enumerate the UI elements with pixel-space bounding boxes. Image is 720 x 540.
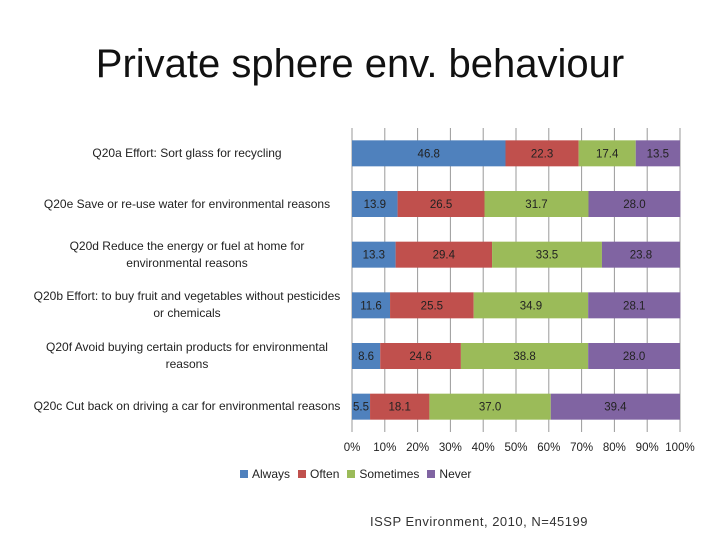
- bar-segment-never: [588, 343, 680, 369]
- data-label: 25.5: [421, 300, 443, 312]
- data-label: 37.0: [479, 402, 501, 414]
- bar-segment-always: [352, 140, 506, 167]
- category-label: Q20a Effort: Sort glass for recycling: [92, 145, 282, 160]
- bar-segment-often: [390, 292, 474, 319]
- x-tick-label: 0%: [344, 442, 361, 454]
- bar-segment-always: [352, 241, 396, 268]
- category-label: Q20b Effort: to buy fruit and vegetables…: [33, 289, 341, 321]
- category-label: Q20c Cut back on driving a car for envir…: [33, 399, 341, 414]
- data-label: 29.4: [433, 250, 456, 262]
- bar-segment-never: [601, 241, 680, 268]
- data-label: 28.0: [623, 351, 645, 363]
- x-tick-label: 10%: [373, 442, 396, 454]
- category-label: Q20d Reduce the energy or fuel at home f…: [69, 238, 305, 270]
- x-tick-label: 40%: [472, 442, 495, 454]
- legend-swatch: [298, 470, 307, 478]
- data-label: 33.5: [536, 250, 558, 262]
- x-tick-label: 80%: [603, 442, 626, 454]
- bar-segment-never: [588, 191, 681, 217]
- data-label: 26.5: [430, 199, 452, 211]
- bar-segment-often: [505, 140, 579, 167]
- bar-segment-often: [380, 343, 461, 369]
- data-label: 17.4: [596, 148, 619, 160]
- bar-segment-sometimes: [429, 393, 551, 420]
- legend-label: Often: [310, 467, 340, 481]
- x-tick-label: 60%: [537, 442, 560, 454]
- data-label: 22.3: [531, 148, 553, 160]
- data-label: 31.7: [525, 199, 547, 211]
- x-tick-label: 30%: [439, 442, 462, 454]
- bar-segment-sometimes: [460, 343, 589, 369]
- legend-swatch: [240, 470, 248, 478]
- x-tick-label: 20%: [406, 442, 429, 454]
- x-tick-label: 100%: [665, 442, 694, 454]
- legend-item: Always: [240, 466, 290, 482]
- data-label: 8.6: [358, 351, 374, 363]
- legend-swatch: [347, 470, 356, 478]
- source-note: ISSP Environment, 2010, N=45199: [370, 514, 588, 529]
- bar-segment-sometimes: [578, 140, 636, 167]
- x-tick-label: 70%: [570, 442, 593, 454]
- data-label: 28.0: [623, 199, 645, 211]
- data-label: 24.6: [409, 351, 431, 363]
- bar-segment-never: [588, 292, 681, 319]
- data-label: 13.3: [363, 250, 385, 262]
- data-label: 23.8: [630, 250, 652, 262]
- data-label: 5.5: [353, 402, 369, 414]
- legend-item: Sometimes: [347, 466, 419, 482]
- bar-segment-sometimes: [492, 241, 602, 268]
- legend-label: Always: [252, 467, 291, 481]
- x-tick-label: 90%: [636, 442, 659, 454]
- bar-segment-always: [352, 393, 371, 420]
- legend-label: Sometimes: [359, 467, 420, 481]
- data-label: 34.9: [520, 300, 542, 312]
- data-label: 11.6: [360, 300, 382, 312]
- bar-segment-never: [550, 393, 680, 420]
- legend: Always Often Sometimes Never: [240, 466, 471, 482]
- bar-segment-always: [352, 343, 381, 369]
- bar-segment-sometimes: [473, 292, 589, 319]
- data-label: 13.5: [647, 148, 669, 160]
- data-label: 18.1: [389, 402, 411, 414]
- legend-item: Often: [298, 466, 339, 482]
- legend-item: Never: [427, 466, 471, 482]
- bar-segment-often: [370, 393, 430, 420]
- bar-segment-always: [352, 292, 391, 319]
- legend-swatch: [427, 470, 436, 478]
- data-label: 46.8: [418, 148, 440, 160]
- x-tick-label: 50%: [504, 442, 527, 454]
- bar-segment-often: [397, 191, 485, 217]
- data-label: 28.1: [623, 300, 645, 312]
- data-label: 38.8: [513, 351, 535, 363]
- bar-segment-often: [395, 241, 493, 268]
- category-label: Q20e Save or re-use water for environmen…: [43, 196, 331, 211]
- category-label: Q20f Avoid buying certain products for e…: [46, 340, 328, 371]
- bar-segment-never: [635, 140, 680, 167]
- legend-label: Never: [439, 467, 472, 481]
- chart-title: Private sphere env. behaviour: [95, 42, 625, 86]
- bar-segment-always: [352, 191, 398, 217]
- bar-segment-sometimes: [484, 191, 589, 217]
- data-label: 39.4: [604, 402, 627, 414]
- data-label: 13.9: [364, 199, 386, 211]
